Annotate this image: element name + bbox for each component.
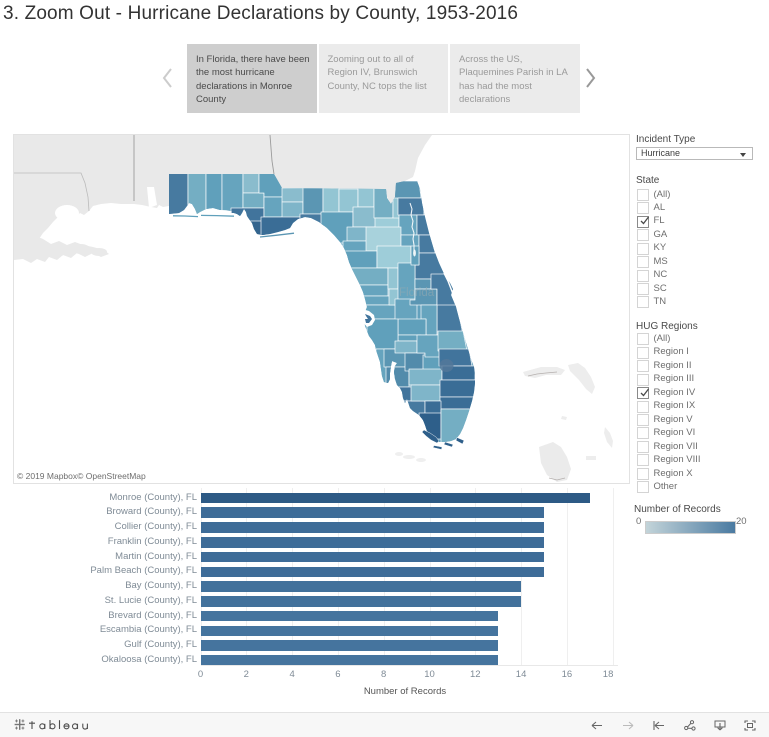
svg-text:Florida: Florida bbox=[399, 287, 435, 299]
